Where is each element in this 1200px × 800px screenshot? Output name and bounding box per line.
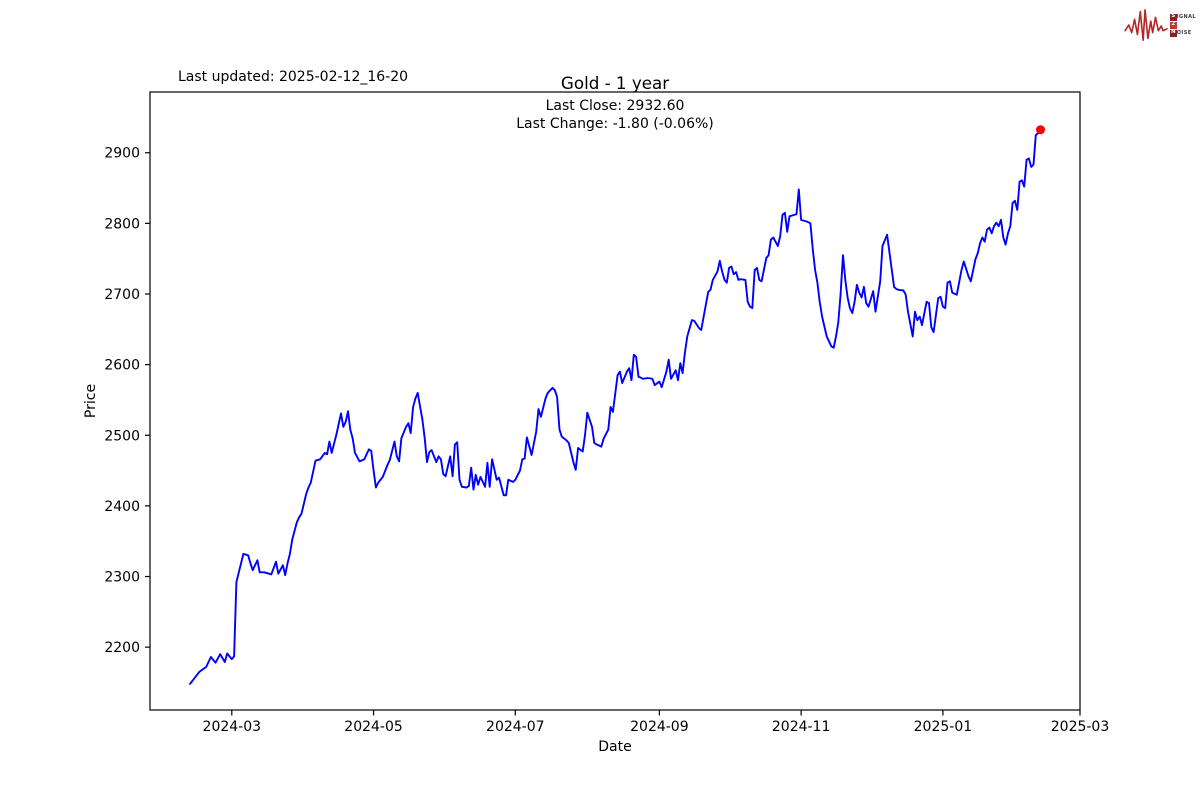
y-tick-label: 2400 <box>104 499 140 515</box>
signal2noise-logo: S IGNAL 2 N OISE <box>1124 5 1196 45</box>
price-line <box>189 128 1042 685</box>
logo-letter-s: S <box>1169 13 1177 21</box>
x-tick-label: 2024-03 <box>203 719 262 735</box>
y-axis-title: Price <box>83 383 99 419</box>
y-tick-label: 2600 <box>104 358 140 374</box>
y-tick-label: 2800 <box>104 216 140 232</box>
chart-title: Gold - 1 year <box>560 73 670 93</box>
logo-letter-2: 2 <box>1169 21 1177 29</box>
logo-word-noise: OISE <box>1176 29 1192 36</box>
x-tick-label: 2024-09 <box>630 719 689 735</box>
logo-word-signal: IGNAL <box>1176 13 1196 20</box>
last-point-marker <box>1036 125 1045 135</box>
x-tick-label: 2025-01 <box>914 719 973 735</box>
last-updated-label: Last updated: 2025-02-12_16-20 <box>178 69 409 85</box>
x-tick-label: 2024-05 <box>344 719 403 735</box>
y-tick-label: 2200 <box>104 640 140 656</box>
last-change-annotation: Last Change: -1.80 (-0.06%) <box>516 116 714 132</box>
x-tick-label: 2025-03 <box>1051 719 1110 735</box>
x-tick-label: 2024-11 <box>772 719 831 735</box>
heartbeat-waveform-icon <box>1124 8 1168 42</box>
axes-frame <box>149 91 1081 711</box>
y-tick-label: 2700 <box>104 287 140 303</box>
y-tick-label: 2300 <box>104 570 140 586</box>
y-tick-label: 2900 <box>104 146 140 162</box>
last-close-annotation: Last Close: 2932.60 <box>545 98 685 114</box>
x-axis-title: Date <box>598 739 632 755</box>
logo-text: S IGNAL 2 N OISE <box>1169 13 1196 37</box>
x-tick-label: 2024-07 <box>486 719 545 735</box>
y-tick-label: 2500 <box>104 428 140 444</box>
logo-letter-n: N <box>1169 29 1177 37</box>
